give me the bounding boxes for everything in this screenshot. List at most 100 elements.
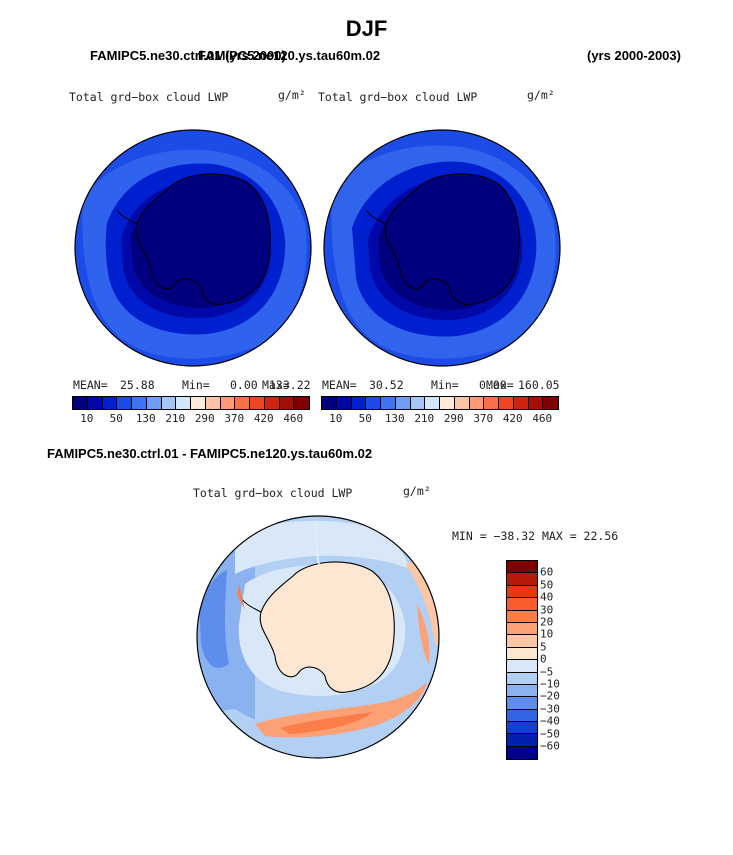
panel-c-colorbar-swatch (507, 585, 537, 599)
panel-b-max-label: Max= (486, 378, 514, 392)
panel-c-colorbar-swatch (507, 610, 537, 623)
panel-c-colorbar-swatch (507, 573, 537, 586)
panel-b-colorbar-swatch (513, 397, 529, 409)
panel-a-colorbar-swatch (235, 397, 250, 409)
panel-a-colorbar-tick-label: 10 (80, 412, 94, 425)
panel-b-colorbar-swatch (351, 397, 367, 409)
panel-b-colorbar-swatch (336, 397, 352, 409)
panel-b-field-title: Total grd−box cloud LWP (318, 90, 478, 104)
panel-a-colorbar-swatch (87, 397, 103, 409)
panel-a-colorbar-swatch (176, 397, 191, 409)
panel-c-colorbar-label: 5 (540, 640, 547, 654)
panel-c-field-title: Total grd−box cloud LWP (193, 486, 353, 500)
panel-b-colorbar-tick-label: 370 (473, 412, 494, 425)
panel-b-min-value: 0.00 (479, 378, 507, 392)
panel-c-colorbar-swatch (507, 660, 537, 673)
panel-a-colorbar-swatch (294, 397, 309, 409)
panel-a-colorbar-tick-label: 290 (194, 412, 215, 425)
panel-c-colorbar-label: −5 (540, 665, 554, 679)
panel-c-colorbar-label: −60 (540, 739, 560, 753)
panel-a-mean-value: 25.88 (120, 378, 155, 392)
panel-a-colorbar-swatch (205, 397, 221, 409)
panel-a-colorbar-swatch (250, 397, 265, 409)
panel-c-colorbar-label: −30 (540, 702, 560, 716)
panel-a-field-title: Total grd−box cloud LWP (69, 90, 229, 104)
panel-c-colorbar-label: −10 (540, 677, 560, 691)
panel-b-case-header: FAMIPC5.ne120.ys.tau60m.02 (198, 48, 381, 63)
panel-a-mean-label: MEAN= (73, 378, 108, 392)
panel-a-colorbar-tick-label: 210 (165, 412, 186, 425)
panel-a-colorbar-swatch (220, 397, 236, 409)
panel-b-map (323, 129, 561, 367)
panel-a-case-header: FAMIPC5.ne30.ctrl.01 (yrs 2000) (90, 48, 286, 63)
panel-b-colorbar-swatch (528, 397, 544, 409)
panel-b-colorbar-tick-label: 130 (384, 412, 405, 425)
panel-a-colorbar-tick-label: 370 (224, 412, 245, 425)
panel-a-colorbar-swatch (73, 397, 88, 409)
panel-b-years: (yrs 2000-2003) (587, 48, 681, 63)
panel-c-colorbar-label: −50 (540, 727, 560, 741)
panel-b-colorbar-swatch (454, 397, 470, 409)
panel-a-colorbar (72, 396, 310, 410)
panel-a-colorbar-tick-label: 420 (253, 412, 274, 425)
panel-b-colorbar-swatch (410, 397, 426, 409)
panel-a-max-label: Max= (262, 378, 290, 392)
panel-a-min-label: Min= (182, 378, 210, 392)
panel-c-minmax: MIN = −38.32 MAX = 22.56 (452, 529, 619, 543)
panel-c-units: g/m² (403, 484, 431, 498)
panel-b-colorbar (321, 396, 559, 410)
panel-b-colorbar-tick-label: 290 (443, 412, 464, 425)
panel-a-min-value: 0.00 (230, 378, 258, 392)
panel-a-map (74, 129, 312, 367)
panel-b-colorbar-swatch (322, 397, 337, 409)
panel-c-colorbar-swatch (507, 684, 537, 698)
page-title: DJF (345, 16, 388, 41)
panel-a-max-value: 133.22 (269, 378, 311, 392)
panel-b-colorbar-swatch (543, 397, 558, 409)
panel-a-colorbar-swatch (102, 397, 118, 409)
panel-c-colorbar-label: 60 (540, 565, 554, 579)
panel-c-colorbar-swatch (507, 622, 537, 636)
panel-a-colorbar-tick-label: 460 (283, 412, 304, 425)
panel-a-colorbar-swatch (191, 397, 206, 409)
panel-a-colorbar-tick-label: 130 (135, 412, 156, 425)
panel-c-colorbar-swatch (507, 722, 537, 735)
panel-b-colorbar-swatch (425, 397, 440, 409)
panel-a-colorbar-swatch (146, 397, 162, 409)
panel-b-colorbar-tick-label: 50 (358, 412, 372, 425)
panel-c-colorbar-label: 30 (540, 603, 554, 617)
panel-c-colorbar-swatch (507, 709, 537, 723)
panel-b-colorbar-tick-label: 10 (329, 412, 343, 425)
panel-b-mean-label: MEAN= (322, 378, 357, 392)
panel-a-colorbar-swatch (132, 397, 147, 409)
panel-c-colorbar-label: −40 (540, 714, 560, 728)
panel-b-colorbar-swatch (484, 397, 499, 409)
panel-c-colorbar-label: 50 (540, 578, 554, 592)
panel-c-colorbar-swatch (507, 697, 537, 710)
panel-b-colorbar-swatch (440, 397, 455, 409)
panel-a-colorbar-swatch (117, 397, 132, 409)
panel-a-colorbar-ticks: 10 50 130 210 290 370 420 460 (72, 412, 308, 426)
panel-a-colorbar-swatch (264, 397, 280, 409)
panel-c-colorbar-label: −20 (540, 689, 560, 703)
panel-b-max-value: 160.05 (518, 378, 560, 392)
panel-b-colorbar-tick-label: 460 (532, 412, 553, 425)
panel-c-colorbar (506, 560, 538, 761)
panel-b-colorbar-swatch (381, 397, 396, 409)
panel-c-colorbar-swatch (507, 561, 537, 574)
panel-b-min-label: Min= (431, 378, 459, 392)
panel-b-units: g/m² (527, 88, 555, 102)
panel-a-colorbar-swatch (279, 397, 295, 409)
panel-c-colorbar-swatch (507, 734, 537, 747)
panel-b-mean-value: 30.52 (369, 378, 404, 392)
panel-c-colorbar-label: 40 (540, 590, 554, 604)
panel-b-colorbar-swatch (366, 397, 381, 409)
panel-c-colorbar-label: 20 (540, 615, 554, 629)
panel-b-colorbar-swatch (499, 397, 514, 409)
panel-a-colorbar-swatch (161, 397, 177, 409)
panel-a-colorbar-tick-label: 50 (109, 412, 123, 425)
panel-b-colorbar-tick-label: 420 (502, 412, 523, 425)
panel-c-map (196, 515, 440, 759)
panel-c-case-header: FAMIPC5.ne30.ctrl.01 - FAMIPC5.ne120.ys.… (47, 446, 373, 461)
panel-c-colorbar-swatch (507, 635, 537, 648)
